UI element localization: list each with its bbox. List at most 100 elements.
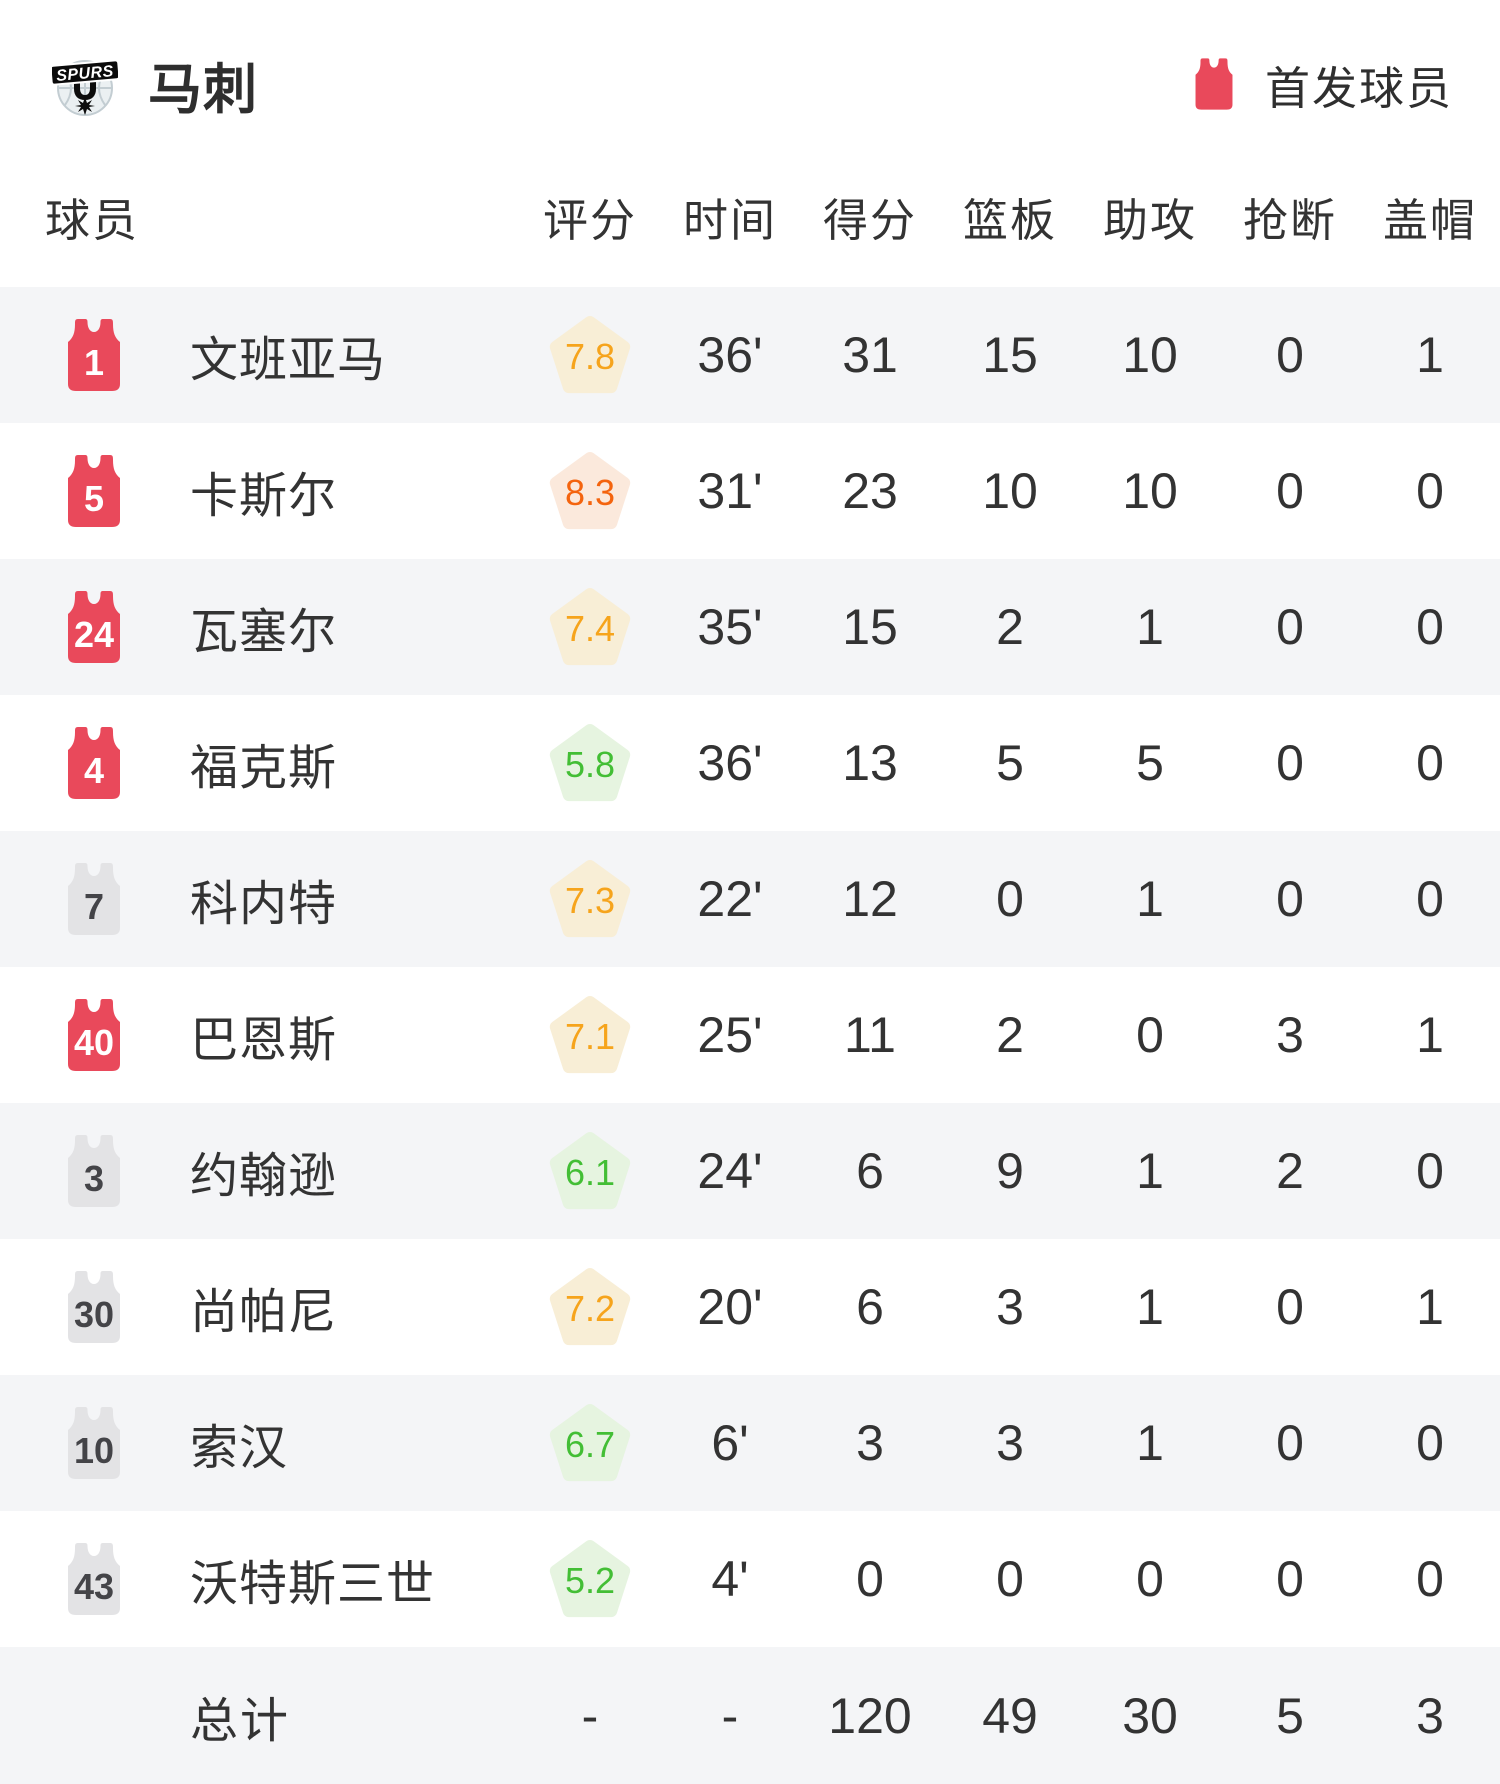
rating-value: 8.3 xyxy=(564,472,616,513)
total-row: 总计 - - 120 49 30 5 3 xyxy=(0,1647,1500,1784)
player-cell: 7 科内特 xyxy=(0,861,520,937)
player-name: 约翰逊 xyxy=(190,1150,338,1203)
steals-value: 2 xyxy=(1276,1143,1304,1199)
jersey-number: 1 xyxy=(83,342,105,383)
total-rating-value: - xyxy=(581,1687,599,1744)
points-value: 12 xyxy=(842,871,898,927)
steals-value: 0 xyxy=(1276,1551,1304,1607)
points-value: 0 xyxy=(856,1551,884,1607)
rating-value: 7.8 xyxy=(564,336,616,377)
rating-value: 6.7 xyxy=(564,1424,616,1465)
time-value: 4' xyxy=(711,1551,749,1607)
time-value: 36' xyxy=(697,735,763,791)
player-row[interactable]: 3 约翰逊 6.1 24' 6 9 1 2 0 xyxy=(0,1103,1500,1239)
total-steals-value: 5 xyxy=(1276,1687,1304,1744)
rating-badge: 7.2 xyxy=(548,1265,632,1349)
player-cell: 30 尚帕尼 xyxy=(0,1269,520,1345)
jersey-number: 4 xyxy=(83,750,105,791)
steals-value: 0 xyxy=(1276,1415,1304,1471)
starter-legend: 首发球员 xyxy=(1191,52,1453,117)
jersey-number: 40 xyxy=(73,1022,115,1063)
column-header-blocks: 盖帽 xyxy=(1382,194,1477,246)
player-row[interactable]: 5 卡斯尔 8.3 31' 23 10 10 0 0 xyxy=(0,423,1500,559)
rebounds-value: 5 xyxy=(996,735,1024,791)
team-header: SPURS 马刺 首发球员 xyxy=(52,52,1453,120)
jersey-icon: 40 xyxy=(62,997,126,1073)
rating-badge: 7.4 xyxy=(548,585,632,669)
table-header: 球员 评分 时间 得分 篮板 助攻 抢断 盖帽 xyxy=(0,166,1500,266)
player-cell: 24 瓦塞尔 xyxy=(0,589,520,665)
jersey-number: 5 xyxy=(83,478,105,519)
jersey-icon: 1 xyxy=(62,317,126,393)
column-header-rating: 评分 xyxy=(542,194,637,246)
time-value: 35' xyxy=(697,599,763,655)
player-cell: 40 巴恩斯 xyxy=(0,997,520,1073)
blocks-value: 1 xyxy=(1416,327,1444,383)
steals-value: 0 xyxy=(1276,327,1304,383)
blocks-value: 0 xyxy=(1416,463,1444,519)
rating-badge: 7.1 xyxy=(548,993,632,1077)
player-row[interactable]: 10 索汉 6.7 6' 3 3 1 0 0 xyxy=(0,1375,1500,1511)
player-row[interactable]: 40 巴恩斯 7.1 25' 11 2 0 3 1 xyxy=(0,967,1500,1103)
assists-value: 1 xyxy=(1136,599,1164,655)
rating-cell: 8.3 xyxy=(520,449,660,533)
total-label: 总计 xyxy=(190,1694,291,1748)
player-row[interactable]: 4 福克斯 5.8 36' 13 5 5 0 0 xyxy=(0,695,1500,831)
time-value: 20' xyxy=(697,1279,763,1335)
player-cell: 5 卡斯尔 xyxy=(0,453,520,529)
player-row[interactable]: 24 瓦塞尔 7.4 35' 15 2 1 0 0 xyxy=(0,559,1500,695)
time-value: 25' xyxy=(697,1007,763,1063)
player-row[interactable]: 7 科内特 7.3 22' 12 0 1 0 0 xyxy=(0,831,1500,967)
jersey-icon: 43 xyxy=(62,1541,126,1617)
player-row[interactable]: 1 文班亚马 7.8 36' 31 15 10 0 1 xyxy=(0,287,1500,423)
starter-jersey-icon xyxy=(1195,58,1233,110)
rebounds-value: 3 xyxy=(996,1415,1024,1471)
jersey-icon: 30 xyxy=(62,1269,126,1345)
jersey-icon: 24 xyxy=(62,589,126,665)
points-value: 6 xyxy=(856,1143,884,1199)
jersey-icon: 4 xyxy=(62,725,126,801)
rating-badge: 5.8 xyxy=(548,721,632,805)
pentagon-icon xyxy=(549,1268,631,1346)
rebounds-value: 2 xyxy=(996,1007,1024,1063)
player-row[interactable]: 30 尚帕尼 7.2 20' 6 3 1 0 1 xyxy=(0,1239,1500,1375)
player-name: 瓦塞尔 xyxy=(190,606,338,659)
jersey-icon: 3 xyxy=(62,1133,126,1209)
jersey-icon: 10 xyxy=(62,1405,126,1481)
rating-badge: 6.7 xyxy=(548,1401,632,1485)
player-name: 文班亚马 xyxy=(190,334,387,387)
column-header-time: 时间 xyxy=(682,194,777,246)
points-value: 23 xyxy=(842,463,898,519)
rebounds-value: 0 xyxy=(996,871,1024,927)
blocks-value: 1 xyxy=(1416,1279,1444,1335)
time-value: 24' xyxy=(697,1143,763,1199)
rating-value: 7.1 xyxy=(564,1016,616,1057)
jersey-icon: 5 xyxy=(62,453,126,529)
pentagon-icon xyxy=(549,316,631,394)
time-value: 36' xyxy=(697,327,763,383)
total-blocks-value: 3 xyxy=(1416,1687,1444,1744)
time-value: 31' xyxy=(697,463,763,519)
jersey-number: 24 xyxy=(73,614,115,655)
rebounds-value: 9 xyxy=(996,1143,1024,1199)
column-header-rebounds: 篮板 xyxy=(962,194,1057,246)
player-table-body: 1 文班亚马 7.8 36' 31 15 10 0 1 xyxy=(0,287,1500,1647)
rebounds-value: 10 xyxy=(982,463,1038,519)
rating-value: 7.3 xyxy=(564,880,616,921)
jersey-number: 30 xyxy=(73,1294,115,1335)
player-row[interactable]: 43 沃特斯三世 5.2 4' 0 0 0 0 0 xyxy=(0,1511,1500,1647)
rating-badge: 5.2 xyxy=(548,1537,632,1621)
blocks-value: 0 xyxy=(1416,735,1444,791)
starter-legend-label: 首发球员 xyxy=(1264,62,1453,114)
player-cell: 10 索汉 xyxy=(0,1405,520,1481)
rebounds-value: 2 xyxy=(996,599,1024,655)
assists-value: 5 xyxy=(1136,735,1164,791)
player-cell: 3 约翰逊 xyxy=(0,1133,520,1209)
rebounds-value: 0 xyxy=(996,1551,1024,1607)
assists-value: 1 xyxy=(1136,871,1164,927)
rating-badge: 6.1 xyxy=(548,1129,632,1213)
rating-cell: 7.3 xyxy=(520,857,660,941)
rating-value: 7.2 xyxy=(564,1288,616,1329)
assists-value: 1 xyxy=(1136,1279,1164,1335)
